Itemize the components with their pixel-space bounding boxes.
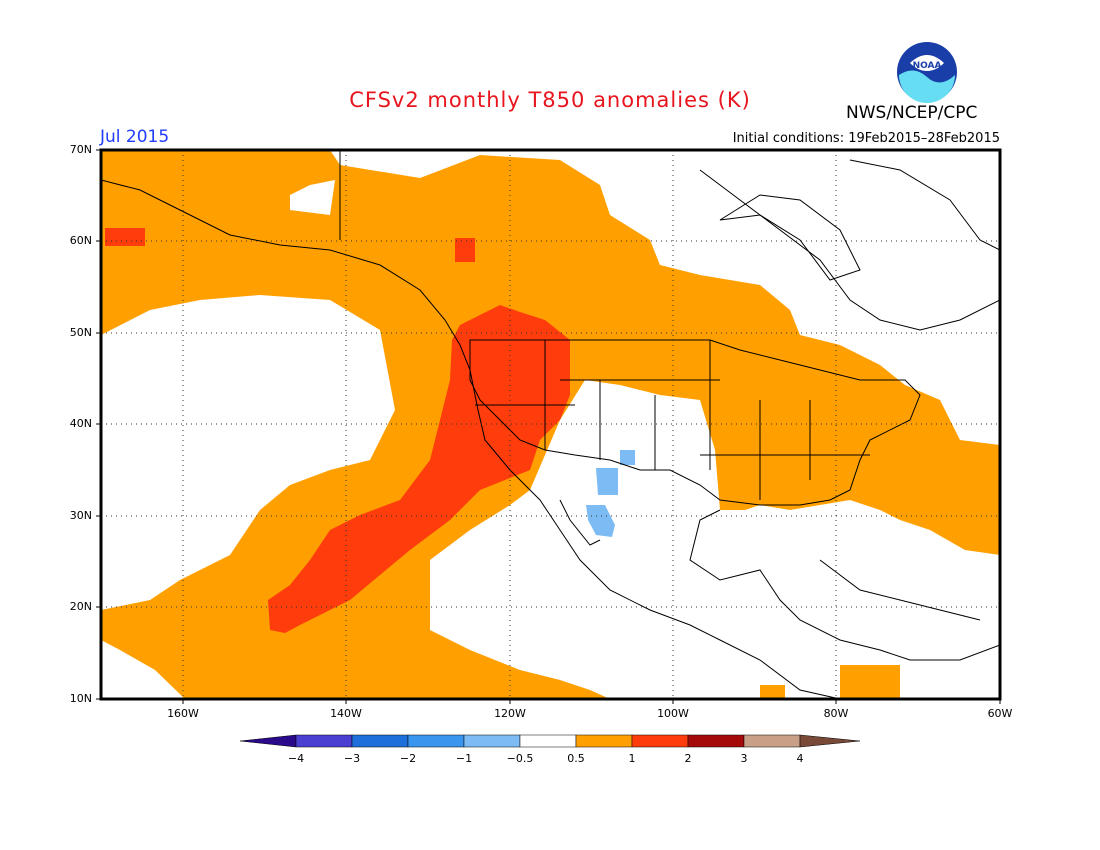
colorbar-label: −0.5 [506, 752, 534, 765]
colorbar-segment [463, 734, 521, 748]
anomaly-region-cool [586, 450, 635, 537]
lon-label: 120W [494, 707, 526, 720]
lat-label: 20N [69, 600, 92, 613]
anomaly-region-hot [268, 305, 570, 633]
lat-label: 30N [69, 509, 92, 522]
lat-label: 70N [69, 143, 92, 156]
colorbar-segment [687, 734, 745, 748]
anomaly-patch-hot [105, 228, 145, 246]
lon-label: 100W [657, 707, 689, 720]
colorbar-label: −1 [455, 752, 473, 765]
colorbar-segment [799, 734, 861, 748]
colorbar-label: 4 [796, 752, 804, 765]
valid-month-label: Jul 2015 [100, 127, 170, 147]
lon-label: 60W [987, 707, 1013, 720]
map-field [101, 150, 1000, 699]
lat-label: 60N [69, 234, 92, 247]
colorbar-segment [575, 734, 633, 748]
lat-label: 40N [69, 417, 92, 430]
noaa-logo: NOAA [897, 42, 957, 103]
colorbar-label: 2 [684, 752, 692, 765]
chart-title: CFSv2 monthly T850 anomalies (K) [349, 88, 751, 112]
colorbar-segment [743, 734, 801, 748]
colorbar-segment [295, 734, 353, 748]
colorbar-label: −2 [399, 752, 417, 765]
colorbar [239, 734, 861, 748]
lon-label: 160W [167, 707, 199, 720]
colorbar-label: 3 [740, 752, 748, 765]
lon-label: 140W [330, 707, 362, 720]
lon-label: 80W [823, 707, 849, 720]
lat-label: 10N [69, 692, 92, 705]
axis-ticks [96, 149, 1001, 704]
initial-conditions-label: Initial conditions: 19Feb2015–28Feb2015 [732, 131, 1000, 146]
svg-text:NOAA: NOAA [913, 61, 942, 71]
lat-label: 50N [69, 326, 92, 339]
colorbar-segment [519, 734, 577, 748]
colorbar-segment [351, 734, 409, 748]
anomaly-patch-warm [840, 665, 900, 699]
colorbar-segment [239, 734, 297, 748]
anomaly-patch-hot [455, 238, 475, 262]
colorbar-segment [407, 734, 465, 748]
anomaly-patch-warm [760, 685, 785, 699]
colorbar-label: 0.5 [567, 752, 585, 765]
colorbar-label: −4 [287, 752, 305, 765]
colorbar-label: −3 [343, 752, 361, 765]
colorbar-label: 1 [628, 752, 636, 765]
organization-label: NWS/NCEP/CPC [846, 103, 978, 123]
colorbar-segment [631, 734, 689, 748]
coastlines [101, 150, 1000, 699]
